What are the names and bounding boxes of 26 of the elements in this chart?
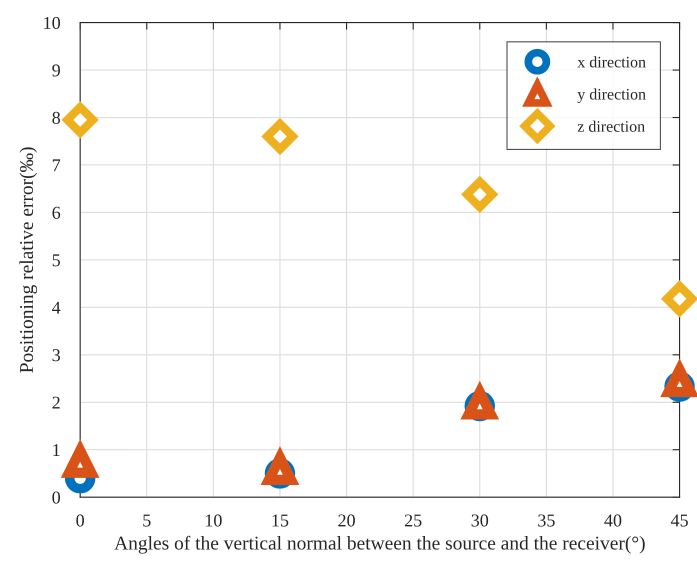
legend-label: z direction (578, 120, 645, 132)
legend-label: x direction (577, 56, 646, 68)
y-tick-label: 8 (52, 112, 60, 124)
x-tick-label: 35 (538, 514, 555, 527)
y-tick-label: 7 (52, 159, 60, 172)
y-tick-label: 10 (44, 16, 60, 30)
y-tick-label: 5 (52, 254, 60, 266)
y-tick-label: 2 (52, 396, 60, 409)
y-tick-label: 1 (53, 444, 60, 456)
y-tick-label: 0 (52, 491, 60, 504)
x-tick-label: 30 (472, 514, 488, 527)
x-tick-label: 45 (670, 514, 688, 527)
y-axis-title: Positioning relative error(‰) (19, 147, 38, 373)
x-tick-label: 40 (604, 514, 622, 527)
x-tick-label: 5 (143, 514, 151, 527)
x-tick-label: 0 (76, 514, 84, 527)
x-tick-label: 10 (206, 514, 222, 527)
x-axis-title: Angles of the vertical normal between the source and the receiver(°) (114, 536, 645, 554)
y-tick-label: 6 (52, 206, 60, 219)
y-tick-label: 4 (52, 302, 60, 314)
x-tick-label: 20 (338, 514, 355, 527)
x-tick-label: 15 (272, 514, 288, 527)
x-tick-label: 25 (404, 514, 422, 527)
y-tick-label: 3 (52, 349, 60, 362)
legend-label: y direction (577, 88, 646, 103)
y-tick-label: 9 (52, 64, 60, 76)
